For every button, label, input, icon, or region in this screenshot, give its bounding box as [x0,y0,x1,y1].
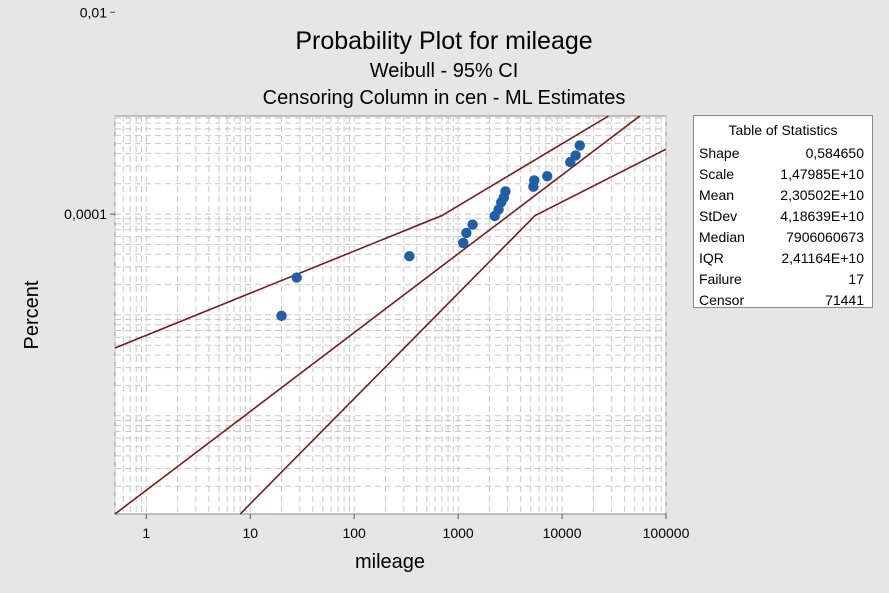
x-axis-label: mileage [355,551,425,573]
chart-subtitle-distribution: Weibull - 95% CI [370,60,519,82]
stat-row-shape: Shape 0,584650 [694,143,872,164]
data-point [276,310,287,322]
stat-value: 7906060673 [786,229,864,245]
stat-row-scale: Scale 1,47985E+10 [694,164,872,185]
stat-row-stdev: StDev 4,18639E+10 [694,206,872,227]
statistics-table: Table of Statistics Shape 0,584650 Scale 1,… [693,115,873,308]
x-tick-label: 1 [142,525,150,541]
data-point [529,175,540,186]
stat-value: 1,47985E+10 [780,166,864,182]
x-tick-label: 1000 [443,525,474,541]
data-point [404,250,415,262]
data-point [542,170,553,182]
stat-row-mean: Mean 2,30502E+10 [694,185,872,206]
chart-subtitle-method: Censoring Column in cen - ML Estimates [263,87,626,109]
data-point [291,272,302,283]
y-axis-ticks: 0,01 0,0001 [64,4,115,222]
data-point [461,227,472,239]
data-point [500,186,511,197]
data-points [276,140,585,322]
x-axis-ticks: 1 10 100 1000 10000 100000 [142,514,690,541]
lower-ci-line [239,148,667,515]
stat-value: 4,18639E+10 [780,208,864,224]
y-axis-label: Percent [21,280,43,349]
stat-label: Shape [699,145,740,161]
stat-row-iqr: IQR 2,41164E+10 [694,248,872,269]
stat-value: 2,41164E+10 [781,250,864,266]
stat-label: Mean [699,187,735,203]
x-tick-label: 100 [342,525,366,541]
y-tick-label: 0,01 [80,4,107,20]
grid-lines [114,116,667,514]
stat-label: Censor [699,292,745,308]
data-point [570,150,581,161]
x-tick-label: 100000 [643,525,690,541]
data-point [458,237,469,249]
stat-label: Failure [699,271,742,287]
data-point [574,140,585,151]
stat-label: StDev [699,208,738,224]
stat-label: Scale [699,166,735,182]
statistics-rows: Shape 0,584650 Scale 1,47985E+10 Mean 2,30502… [694,143,872,311]
data-point [467,219,478,230]
x-tick-label: 10000 [543,525,582,541]
stat-value: 71441 [825,292,864,308]
fit-line [114,115,641,515]
y-tick-label: 0,0001 [64,206,107,222]
stat-label: Median [699,229,745,245]
stat-row-censor: Censor 71441 [694,290,872,311]
stat-label: IQR [699,250,724,266]
chart-title: Probability Plot for mileage [295,27,592,55]
statistics-table-title: Table of Statistics [728,122,838,138]
stat-value: 2,30502E+10 [780,187,864,203]
stat-row-failure: Failure 17 [694,269,872,290]
stat-value: 17 [848,271,864,287]
fit-and-ci-lines [114,115,667,515]
upper-ci-line [114,115,609,349]
stat-row-median: Median 7906060673 [694,227,872,248]
x-tick-label: 10 [242,525,258,541]
stat-value: 0,584650 [805,145,864,161]
